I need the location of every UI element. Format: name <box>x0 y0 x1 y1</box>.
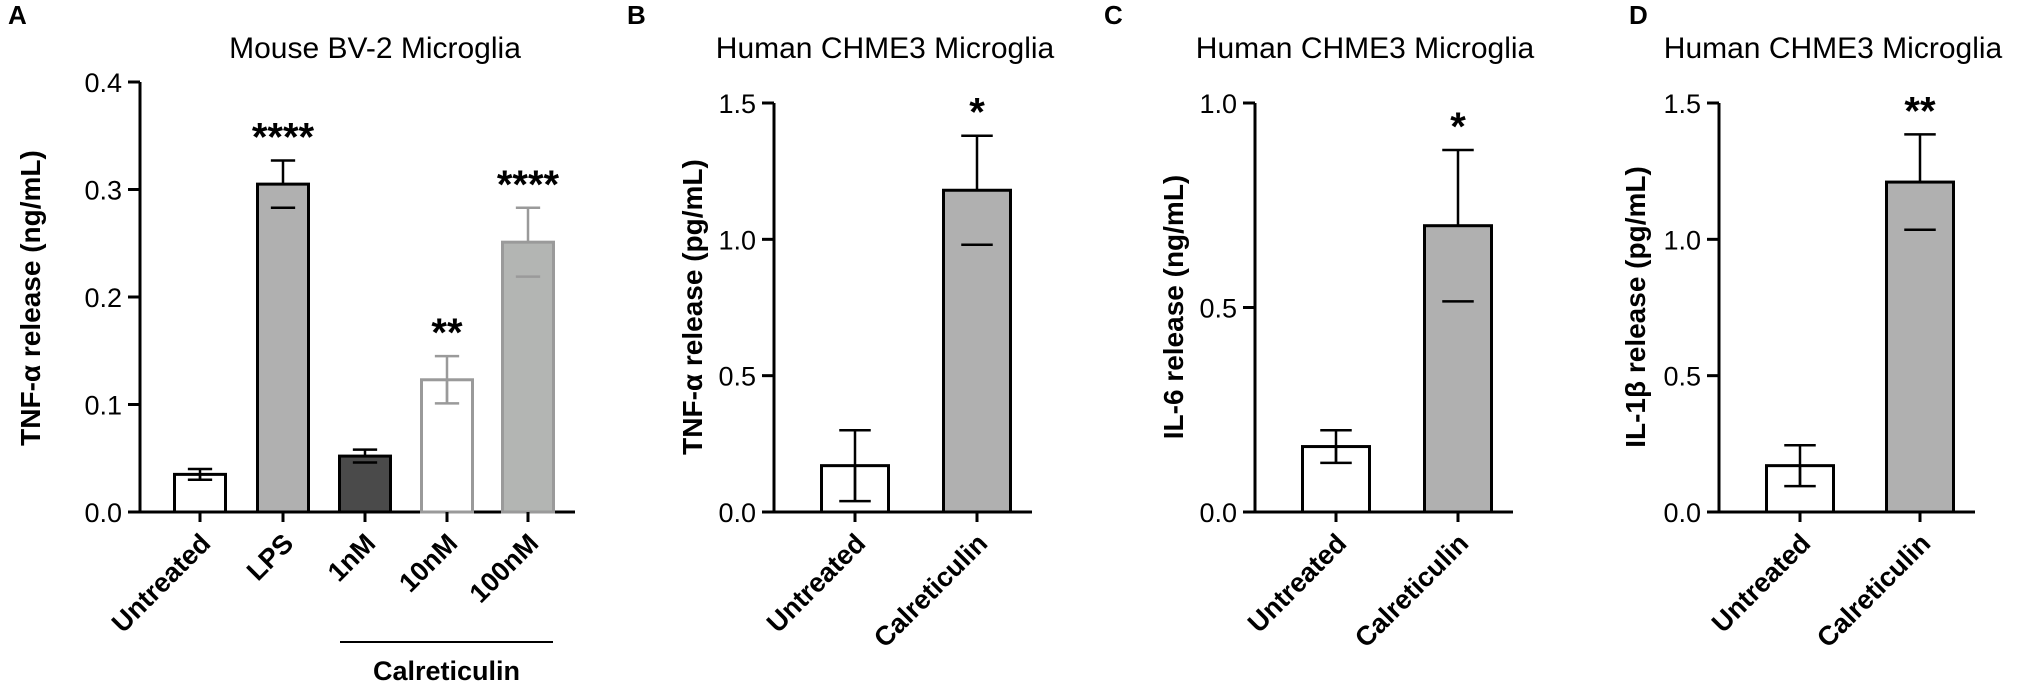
category-label: 10nM <box>393 528 463 598</box>
panel-title: Human CHME3 Microglia <box>1196 32 1535 65</box>
significance-label: ** <box>431 311 463 355</box>
y-axis-label: IL-6 release (ng/mL) <box>1158 175 1189 440</box>
significance-label: **** <box>497 163 560 207</box>
panel-letter: C <box>1104 0 1123 30</box>
y-tick-label: 0.5 <box>718 362 756 392</box>
panel-title: Human CHME3 Microglia <box>716 32 1055 65</box>
category-label: 100nM <box>464 528 545 609</box>
panel-title: Human CHME3 Microglia <box>1664 32 2003 65</box>
panel-d: D Human CHME3 Microglia IL-1β release (pg/… <box>1620 0 2003 653</box>
category-label: Untreated <box>1706 528 1816 638</box>
y-tick-label: 0.0 <box>84 498 122 528</box>
significance-label: **** <box>252 115 315 159</box>
y-tick-label: 1.5 <box>718 89 756 119</box>
significance-label: * <box>1450 105 1466 149</box>
category-label: Untreated <box>1242 528 1352 638</box>
y-tick-label: 0.3 <box>84 176 122 206</box>
y-axis-label: TNF-α release (ng/mL) <box>15 150 46 446</box>
panel-b: B Human CHME3 Microglia TNF-α release (pg/… <box>627 0 1055 653</box>
y-axis-label: IL-1β release (pg/mL) <box>1620 166 1651 448</box>
category-label: 1nM <box>322 528 381 587</box>
y-tick-label: 0.1 <box>84 391 122 421</box>
bar <box>1885 180 1955 514</box>
y-tick-label: 1.5 <box>1663 89 1701 119</box>
panel-letter: B <box>627 0 646 30</box>
bar <box>942 188 1012 514</box>
category-label: Untreated <box>761 528 871 638</box>
category-label: Calreticulin <box>868 528 993 653</box>
panel-letter: D <box>1629 0 1648 30</box>
y-tick-label: 1.0 <box>718 225 756 255</box>
bar <box>256 182 310 514</box>
y-tick-label: 0.0 <box>718 498 756 528</box>
y-tick-label: 1.0 <box>1199 89 1237 119</box>
bar <box>1423 224 1493 514</box>
category-label: LPS <box>241 528 299 586</box>
y-tick-label: 0.4 <box>84 68 122 98</box>
panel-letter: A <box>8 0 27 30</box>
significance-label: ** <box>1904 89 1936 133</box>
panel-a: A Mouse BV-2 Microglia TNF-α release (ng/m… <box>8 0 575 686</box>
y-tick-label: 0.5 <box>1663 362 1701 392</box>
panel-title: Mouse BV-2 Microglia <box>229 32 521 65</box>
y-tick-label: 0.0 <box>1663 498 1701 528</box>
panel-c: C Human CHME3 Microglia IL-6 release (ng/m… <box>1104 0 1535 653</box>
y-tick-label: 0.2 <box>84 283 122 313</box>
y-tick-label: 0.5 <box>1199 294 1237 324</box>
y-axis-label: TNF-α release (pg/mL) <box>677 159 708 455</box>
bar <box>338 454 392 514</box>
y-tick-label: 0.0 <box>1199 498 1237 528</box>
category-label: Calreticulin <box>1349 528 1474 653</box>
y-tick-label: 1.0 <box>1663 225 1701 255</box>
group-label: Calreticulin <box>373 656 520 686</box>
significance-label: * <box>969 91 985 135</box>
category-label: Calreticulin <box>1811 528 1936 653</box>
category-label: Untreated <box>106 528 216 638</box>
bar <box>501 240 555 514</box>
